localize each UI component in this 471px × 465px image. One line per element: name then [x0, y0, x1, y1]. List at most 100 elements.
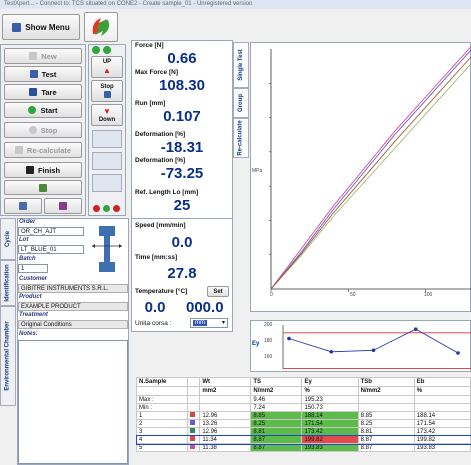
ey-tick-180: 180 [264, 338, 273, 344]
report-icon [59, 202, 67, 210]
specimen-icon [90, 224, 124, 274]
temperature-setpoint: 000.0 [186, 299, 224, 316]
finish-icon [25, 166, 34, 174]
stats-label: Min : [135, 403, 189, 412]
tab-identification-label: Identification [5, 264, 11, 302]
x-tick-0: 0 [270, 292, 273, 298]
tab-environmental-chamber[interactable]: Environmental Chamber [0, 306, 16, 406]
treatment-field[interactable]: Original Conditions [18, 320, 128, 329]
cell-wt: 11.34 [199, 435, 252, 444]
order-field[interactable]: OR_CH_AJT [18, 227, 84, 236]
lot-field[interactable]: LT_BLUE_01 [18, 245, 84, 254]
tab-cycle-label: Cycle [5, 230, 12, 248]
report-button[interactable] [44, 198, 82, 214]
run-label: Run [mm] [135, 100, 166, 107]
start-button[interactable]: Start [4, 102, 82, 118]
series-line-3 [270, 63, 471, 290]
deformation1-label: Deformation [%] [135, 131, 186, 138]
results-table: N.Sample Wt TS Ey TSb Eb mm2 N/mm2 % N/m… [135, 377, 471, 452]
cell-n: 2 [135, 419, 189, 428]
recalculate-button[interactable]: Re-calculate [4, 142, 82, 158]
recalculate-icon [14, 146, 23, 154]
tab-cycle[interactable]: Cycle [0, 218, 16, 260]
show-menu-button[interactable]: Show Menu [2, 14, 80, 40]
grip-icon-3 [92, 174, 122, 192]
status-led-green-1 [92, 46, 100, 54]
up-button[interactable]: UP ▲ [91, 56, 123, 78]
x-tick-100: 100 [424, 292, 433, 298]
row-color-dot [187, 411, 201, 420]
batch-label: Batch [19, 256, 36, 262]
unit-label: Unita corsa : [135, 320, 172, 327]
force-value: 0.66 [167, 50, 197, 67]
ey-tick-160: 160 [264, 354, 273, 360]
row-color-dot [187, 435, 201, 444]
cell-ey: 199.82 [301, 435, 359, 444]
finish-button[interactable]: Finish [4, 162, 82, 178]
cell-eb: 199.82 [413, 435, 471, 444]
table-row[interactable]: 3 12.96 8.81 173.42 8.81 173.42 [135, 427, 471, 436]
cell-n: 4 [135, 435, 189, 444]
set-label: Set [213, 288, 223, 295]
col-header-ey: Ey [301, 377, 359, 387]
row-color-dot [187, 419, 201, 428]
table-row[interactable]: 2 13.26 8.25 171.54 8.25 171.54 [135, 419, 471, 428]
down-button[interactable]: ▼ Down [91, 104, 123, 126]
customer-field[interactable]: GIBITRE INSTRUMENTS S.R.L. [18, 284, 128, 293]
table-row[interactable]: 1 12.96 8.85 188.14 8.85 188.14 [135, 411, 471, 420]
test-button[interactable]: Test [4, 66, 82, 82]
set-button[interactable]: Set [207, 286, 229, 297]
tare-label: Tare [41, 87, 57, 97]
unit-eb: % [413, 386, 471, 396]
tab-single-test[interactable]: Single Test [233, 42, 249, 88]
cell-wt: 11.38 [199, 443, 252, 452]
ey-chart [250, 320, 471, 372]
lot-label: Lot [19, 237, 29, 243]
stop-button[interactable]: Stop [4, 122, 82, 138]
cell-tsb: 8.87 [357, 435, 415, 444]
cell-ts: 8.85 [250, 411, 303, 420]
deformation2-value: -73.25 [160, 165, 204, 182]
tab-group[interactable]: Group [233, 88, 249, 118]
cell-ey: 173.42 [301, 427, 359, 436]
tare-icon [29, 88, 38, 96]
row-color-dot [187, 427, 201, 436]
cell-eb: 173.42 [413, 427, 471, 436]
product-label: Product [19, 294, 42, 300]
test-label: Test [41, 69, 57, 79]
cell-wt: 12.96 [199, 427, 252, 436]
tab-re-calculate[interactable]: Re-calculate [233, 118, 249, 158]
notes-field[interactable] [18, 340, 128, 464]
cell-ts: 8.87 [250, 435, 303, 444]
unit-select[interactable]: mm ▾ [190, 318, 228, 328]
new-button[interactable]: New [4, 48, 82, 64]
batch-field[interactable]: 1 [18, 264, 48, 273]
ey-point-5 [456, 351, 460, 355]
grip-icon-2 [92, 152, 122, 170]
motion-stop-button[interactable]: Stop [91, 80, 123, 102]
stats-ey: 150.73 [301, 403, 359, 412]
table-row[interactable]: 5 11.38 8.87 193.83 8.87 193.83 [135, 443, 471, 452]
motion-stop-label: Stop [100, 84, 114, 90]
product-field[interactable]: EXAMPLE PRODUCT [18, 302, 128, 311]
customer-label: Customer [19, 276, 48, 282]
col-header-sample: N.Sample [135, 377, 189, 387]
deformation1-value: -18.31 [160, 139, 204, 156]
reflength-label: Ref. Length Lo [mm] [135, 189, 199, 196]
tab-identification[interactable]: Identification [0, 260, 16, 306]
ey-axis-label: Ey [252, 341, 260, 347]
save-button[interactable] [4, 198, 42, 214]
unit-ts: N/mm2 [250, 386, 303, 396]
table-row[interactable]: 4 11.34 8.87 199.82 8.87 199.82 [135, 434, 471, 445]
cell-tsb: 8.87 [357, 443, 415, 452]
print-button[interactable] [4, 180, 82, 195]
cell-eb: 171.54 [413, 419, 471, 428]
force-label: Force [N] [135, 42, 164, 49]
unit-sample [135, 386, 189, 396]
cell-tsb: 8.85 [357, 411, 415, 420]
stop-label: Stop [40, 125, 58, 135]
unit-wt: mm2 [199, 386, 252, 396]
window-title: TestXpert... - Connect to: TCS situated … [0, 0, 471, 9]
tare-button[interactable]: Tare [4, 84, 82, 100]
cell-ts: 8.87 [250, 443, 303, 452]
